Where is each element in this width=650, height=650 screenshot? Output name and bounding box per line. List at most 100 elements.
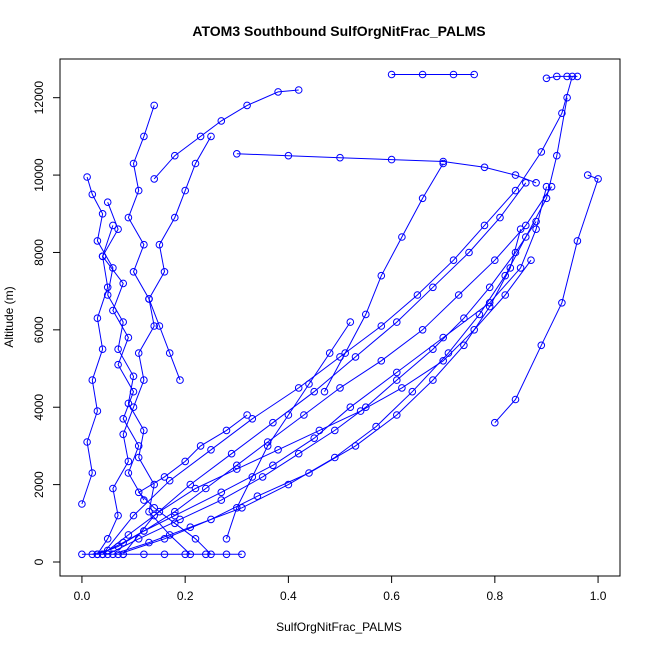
data-point bbox=[98, 345, 107, 354]
data-point bbox=[573, 72, 582, 81]
data-point bbox=[439, 159, 448, 168]
data-point bbox=[233, 465, 241, 473]
series-line bbox=[81, 225, 114, 505]
data-point bbox=[191, 484, 200, 493]
data-point bbox=[449, 256, 458, 265]
data-point bbox=[160, 268, 169, 276]
data-point bbox=[140, 426, 148, 435]
data-point bbox=[114, 225, 122, 233]
data-point bbox=[155, 322, 164, 330]
data-point bbox=[491, 418, 499, 427]
series-line bbox=[107, 221, 537, 555]
data-point bbox=[227, 449, 236, 458]
data-point bbox=[160, 550, 169, 559]
x-tick-label: 0.2 bbox=[177, 589, 194, 603]
data-point bbox=[377, 357, 386, 365]
data-point bbox=[351, 442, 360, 450]
data-point bbox=[181, 550, 189, 559]
y-tick-label: 8000 bbox=[32, 239, 46, 266]
data-point bbox=[542, 74, 551, 83]
series-21 bbox=[320, 159, 448, 396]
data-point bbox=[98, 210, 107, 218]
series-8 bbox=[98, 72, 577, 559]
data-point bbox=[522, 221, 530, 230]
data-point bbox=[460, 314, 468, 323]
data-point bbox=[253, 492, 262, 501]
data-point bbox=[150, 101, 158, 110]
data-point bbox=[305, 469, 313, 477]
data-point bbox=[336, 384, 344, 392]
chart-title: ATOM3 Southbound SulfOrgNitFrac_PALMS bbox=[192, 23, 485, 39]
data-point bbox=[83, 438, 91, 446]
series-line bbox=[137, 414, 248, 555]
data-point bbox=[176, 376, 184, 384]
data-point bbox=[351, 353, 360, 361]
data-point bbox=[527, 256, 535, 265]
data-point bbox=[207, 446, 215, 454]
data-point bbox=[563, 72, 571, 81]
y-axis: 0 2000 4000 6000 8000 10000 12000 bbox=[32, 81, 61, 565]
series-5 bbox=[98, 256, 535, 559]
data-point bbox=[243, 101, 251, 110]
data-point bbox=[88, 469, 97, 477]
data-point bbox=[522, 233, 530, 241]
data-point bbox=[88, 376, 97, 384]
series-13 bbox=[78, 221, 117, 508]
data-point bbox=[305, 380, 313, 388]
data-point bbox=[119, 415, 127, 423]
data-point bbox=[460, 341, 468, 350]
series-line bbox=[97, 186, 553, 555]
series-line bbox=[117, 229, 522, 555]
data-point bbox=[418, 326, 427, 334]
data-point bbox=[300, 411, 308, 419]
data-point bbox=[160, 535, 169, 543]
series-line bbox=[494, 174, 599, 424]
series-layer bbox=[78, 70, 602, 559]
x-tick-label: 0.0 bbox=[74, 589, 91, 603]
data-point bbox=[258, 473, 267, 481]
data-point bbox=[248, 415, 257, 423]
data-point bbox=[480, 163, 489, 172]
data-point bbox=[103, 283, 112, 292]
data-point bbox=[408, 387, 417, 396]
data-point bbox=[418, 194, 427, 203]
data-point bbox=[496, 213, 504, 222]
data-point bbox=[356, 407, 365, 415]
data-point bbox=[93, 407, 102, 415]
data-point bbox=[341, 349, 350, 357]
x-tick-label: 0.8 bbox=[486, 589, 503, 603]
data-point bbox=[269, 418, 277, 427]
data-point bbox=[207, 132, 215, 141]
data-point bbox=[103, 198, 112, 206]
y-tick-label: 0 bbox=[32, 558, 46, 565]
data-point bbox=[506, 264, 515, 272]
data-point bbox=[134, 186, 143, 195]
series-line bbox=[102, 259, 532, 555]
data-point bbox=[491, 256, 499, 265]
data-point bbox=[263, 442, 272, 450]
data-point bbox=[485, 302, 494, 311]
data-point bbox=[186, 480, 195, 489]
data-point bbox=[439, 333, 448, 342]
data-point bbox=[176, 515, 184, 524]
series-line bbox=[102, 76, 573, 555]
data-point bbox=[315, 426, 324, 435]
data-point bbox=[439, 157, 448, 166]
data-point bbox=[501, 291, 510, 299]
data-point bbox=[362, 310, 370, 319]
data-point bbox=[134, 349, 143, 357]
data-point bbox=[103, 291, 112, 299]
data-point bbox=[274, 88, 282, 96]
data-point bbox=[150, 511, 158, 520]
data-point bbox=[583, 171, 592, 179]
data-point bbox=[439, 357, 448, 365]
data-point bbox=[217, 488, 226, 497]
data-point bbox=[294, 384, 303, 392]
series-line bbox=[96, 136, 212, 555]
data-point bbox=[124, 457, 133, 466]
data-point bbox=[537, 341, 546, 350]
series-line bbox=[102, 202, 145, 501]
data-point bbox=[516, 264, 525, 272]
data-point bbox=[129, 387, 138, 396]
data-point bbox=[377, 271, 386, 280]
